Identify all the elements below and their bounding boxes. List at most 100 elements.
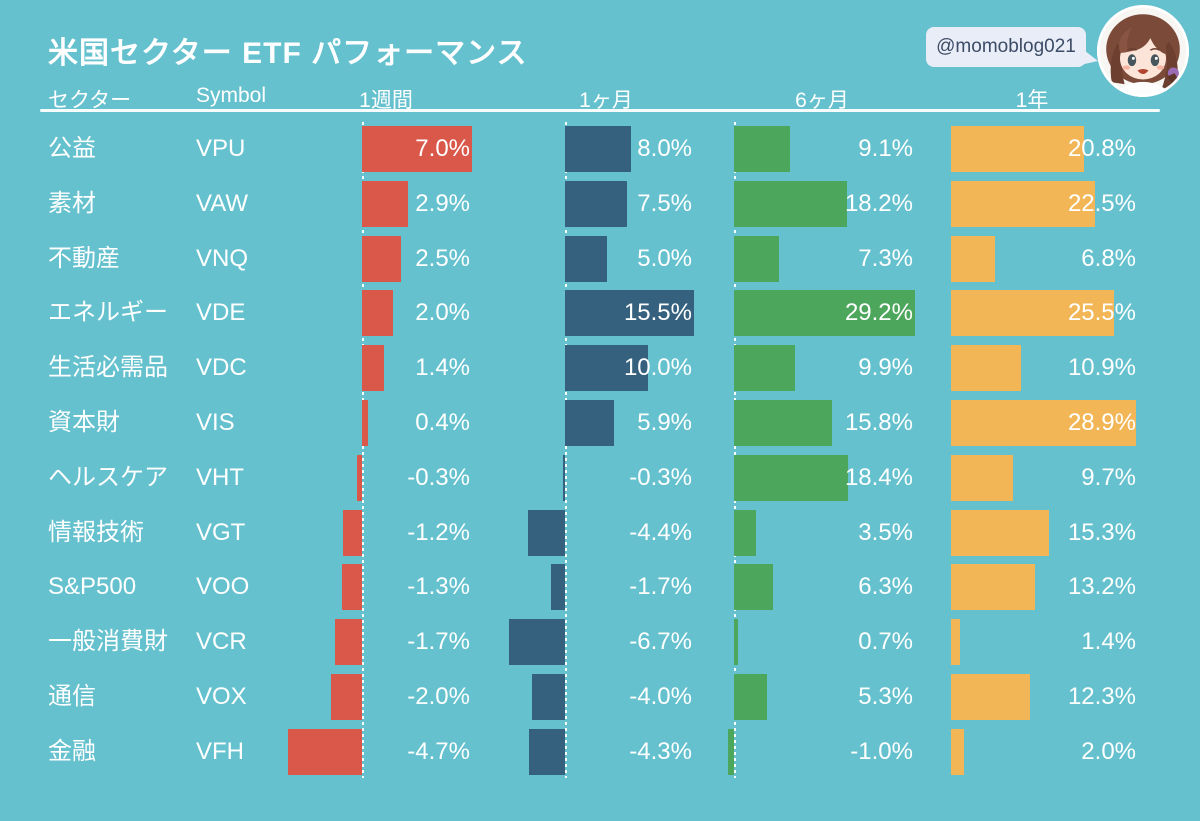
author-handle: @momoblog021 [936,36,1076,57]
symbol-label: VCR [196,628,247,656]
sector-label: 生活必需品 [48,354,168,382]
bar-m6 [734,126,791,172]
bar-m6 [734,454,849,501]
bar-value-m6: 7.3% [858,244,913,272]
bar-value-m6: 0.7% [858,628,913,656]
bar-m6 [727,728,734,775]
bar-value-w1: 2.5% [415,244,470,272]
bar-m6 [734,345,796,392]
bar-m6 [734,509,756,556]
bar-value-m1: -1.7% [629,573,692,601]
bar-value-y1: 2.0% [1081,737,1136,765]
bubble-tail [1080,47,1098,65]
anime-girl-avatar-icon [1097,5,1189,97]
bar-w1 [362,126,472,172]
bar-m6 [734,674,767,720]
column-header-1year: 1年 [1015,89,1049,112]
bar-value-m6: 5.3% [858,683,913,710]
bar-value-w1: -1.3% [407,573,470,601]
bar-m6 [734,235,780,282]
sector-label: 素材 [48,189,96,217]
bar-w1 [357,454,362,501]
symbol-label: VGT [196,518,246,546]
header-divider [40,109,1160,112]
zero-baseline-m1 [565,122,567,778]
bar-w1 [343,509,362,556]
bar-y1 [951,728,964,775]
bar-w1 [330,674,362,720]
bar-value-w1: 7.0% [415,135,470,162]
bar-m1 [550,564,565,611]
bar-value-w1: -2.0% [407,683,470,710]
bar-w1 [335,619,362,666]
bar-value-w1: -0.3% [407,463,470,491]
bar-y1 [951,564,1036,611]
bar-y1 [951,290,1115,337]
bar-m6 [734,180,847,227]
bar-value-m6: 3.5% [858,518,913,546]
bar-y1 [951,619,960,666]
bar-value-m6: 18.4% [844,463,913,491]
bar-value-m1: -0.3% [629,463,692,491]
symbol-label: VOO [196,573,250,601]
symbol-label: VOX [196,683,247,710]
bar-y1 [951,509,1049,556]
symbol-label: VHT [196,463,244,491]
column-header-6month: 6ヶ月 [795,89,849,112]
symbol-label: VPU [196,135,246,162]
sector-label: 公益 [48,135,96,162]
bar-w1 [362,235,402,282]
bar-w1 [362,180,408,227]
sector-label: 通信 [48,683,96,710]
bar-value-y1: 15.3% [1067,518,1136,546]
bar-value-w1: 0.4% [415,409,470,436]
bar-w1 [362,290,394,337]
bar-value-m1: -4.0% [629,683,692,710]
bar-y1 [951,674,1030,720]
bar-value-w1: 1.4% [415,354,470,382]
sector-label: 金融 [48,737,96,765]
column-header-sector: セクター [48,89,132,112]
bar-m1 [565,400,614,446]
bar-m1 [565,180,628,227]
column-header-1month: 1ヶ月 [579,89,633,112]
bar-m1 [509,619,565,666]
bar-m1 [565,126,632,172]
symbol-label: VFH [196,737,244,765]
bar-value-m6: 9.9% [858,354,913,382]
bar-value-w1: 2.9% [415,189,470,217]
bar-value-m6: 9.1% [858,135,913,162]
zero-baseline-w1 [362,122,364,778]
symbol-label: VIS [196,409,235,436]
bar-value-m1: 5.0% [637,244,692,272]
bar-value-m1: 7.5% [637,189,692,217]
bar-y1 [951,126,1085,172]
symbol-label: VAW [196,189,248,217]
bar-m1 [565,345,648,392]
bar-value-y1: 13.2% [1067,573,1136,601]
symbol-label: VDE [196,299,246,327]
sector-label: 不動産 [48,244,120,272]
author-handle-bubble: @momoblog021 [926,27,1098,67]
bar-w1 [288,728,362,775]
bar-m1 [531,674,565,720]
bar-value-y1: 6.8% [1081,244,1136,272]
bar-value-m1: 5.9% [637,409,692,436]
bar-value-y1: 9.7% [1081,463,1136,491]
bar-y1 [951,400,1136,446]
sector-label: 一般消費財 [48,628,168,656]
bar-value-m6: 6.3% [858,573,913,601]
bar-y1 [951,345,1021,392]
bar-m6 [734,400,832,446]
sector-label: エネルギー [48,299,168,327]
bar-value-y1: 20.8% [1067,135,1136,162]
column-header-symbol: Symbol [196,84,267,107]
bar-value-w1: -4.7% [407,737,470,765]
symbol-label: VDC [196,354,247,382]
bar-w1 [362,400,369,446]
bar-y1 [951,180,1095,227]
bar-value-w1: 2.0% [415,299,470,327]
zero-baseline-m6 [734,122,736,778]
bar-value-m6: 18.2% [844,189,913,217]
